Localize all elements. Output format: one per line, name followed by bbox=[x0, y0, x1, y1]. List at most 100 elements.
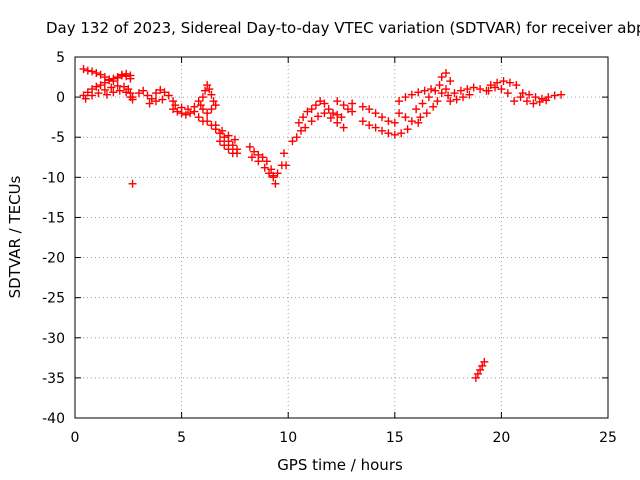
data-point bbox=[371, 109, 380, 118]
data-point bbox=[120, 82, 129, 91]
data-point bbox=[160, 88, 169, 97]
data-point bbox=[258, 153, 267, 162]
data-point bbox=[416, 113, 425, 122]
data-point bbox=[282, 161, 291, 170]
data-point bbox=[220, 141, 229, 150]
data-point bbox=[401, 93, 410, 102]
data-point bbox=[437, 89, 446, 98]
data-point bbox=[109, 74, 118, 83]
data-point bbox=[505, 78, 514, 87]
data-point bbox=[358, 117, 367, 126]
data-point bbox=[378, 126, 387, 135]
data-point bbox=[326, 113, 335, 122]
data-point bbox=[81, 94, 90, 103]
data-point bbox=[109, 88, 118, 97]
data-point bbox=[122, 88, 131, 97]
data-point bbox=[395, 109, 404, 118]
data-point bbox=[128, 179, 137, 188]
x-tick-label: 25 bbox=[599, 430, 617, 446]
data-point bbox=[190, 102, 199, 111]
data-point bbox=[203, 117, 212, 126]
data-point bbox=[205, 85, 214, 94]
x-tick-label: 20 bbox=[492, 430, 510, 446]
x-tick-label: 0 bbox=[71, 430, 80, 446]
data-point bbox=[516, 93, 525, 102]
data-point bbox=[230, 135, 239, 144]
data-point bbox=[194, 113, 203, 122]
data-point bbox=[171, 101, 180, 110]
data-point bbox=[320, 109, 329, 118]
data-point bbox=[169, 97, 178, 106]
data-point bbox=[529, 99, 538, 108]
data-point bbox=[414, 118, 423, 127]
data-point bbox=[480, 357, 489, 366]
data-point bbox=[348, 107, 357, 116]
data-point bbox=[201, 86, 210, 95]
data-point bbox=[267, 165, 276, 174]
data-point bbox=[459, 93, 468, 102]
data-point bbox=[292, 133, 301, 142]
data-point bbox=[220, 133, 229, 142]
grid bbox=[75, 57, 608, 418]
plot-frame bbox=[74, 56, 609, 419]
data-point bbox=[473, 369, 482, 378]
data-point bbox=[542, 96, 551, 105]
y-tick-label: -15 bbox=[42, 210, 65, 226]
y-tick-label: -40 bbox=[42, 411, 65, 427]
data-point bbox=[122, 69, 131, 78]
data-point bbox=[456, 86, 465, 95]
data-point bbox=[437, 73, 446, 82]
data-point bbox=[478, 361, 487, 370]
data-point bbox=[271, 179, 280, 188]
data-point bbox=[525, 90, 534, 99]
data-point bbox=[181, 110, 190, 119]
data-point bbox=[339, 101, 348, 110]
data-point bbox=[128, 95, 137, 104]
data-point bbox=[143, 91, 152, 100]
data-point bbox=[203, 109, 212, 118]
data-point bbox=[186, 109, 195, 118]
data-point bbox=[92, 82, 101, 91]
data-point bbox=[384, 129, 393, 138]
y-tick-label: -20 bbox=[42, 251, 65, 267]
data-point bbox=[83, 88, 92, 97]
data-point bbox=[320, 99, 329, 108]
data-point bbox=[196, 101, 205, 110]
data-point bbox=[471, 373, 480, 382]
data-point bbox=[378, 113, 387, 122]
data-point bbox=[301, 123, 310, 132]
data-point bbox=[465, 90, 474, 99]
y-tick-label: -10 bbox=[42, 170, 65, 186]
data-point bbox=[557, 90, 566, 99]
data-point bbox=[169, 105, 178, 114]
data-point bbox=[535, 97, 544, 106]
data-point bbox=[113, 81, 122, 90]
data-point bbox=[384, 117, 393, 126]
data-point bbox=[433, 97, 442, 106]
data-point bbox=[365, 121, 374, 130]
data-point bbox=[307, 117, 316, 126]
data-point bbox=[401, 113, 410, 122]
data-point bbox=[250, 147, 259, 156]
data-point bbox=[156, 85, 165, 94]
data-point bbox=[412, 105, 421, 114]
data-point bbox=[260, 163, 269, 172]
data-point bbox=[100, 85, 109, 94]
data-point bbox=[96, 81, 105, 90]
data-point bbox=[314, 112, 323, 121]
data-point bbox=[94, 89, 103, 98]
data-point bbox=[269, 171, 278, 180]
data-point bbox=[407, 90, 416, 99]
data-point bbox=[444, 91, 453, 100]
y-tick-label: -30 bbox=[42, 331, 65, 347]
data-point bbox=[296, 126, 305, 135]
data-point bbox=[147, 94, 156, 103]
data-point bbox=[262, 157, 271, 166]
x-tick-label: 15 bbox=[386, 430, 404, 446]
data-point bbox=[358, 102, 367, 111]
y-tick-label: -5 bbox=[51, 130, 65, 146]
data-point bbox=[245, 142, 254, 151]
data-point bbox=[183, 105, 192, 114]
x-axis-ticks: 0 5 10 15 20 25 bbox=[71, 57, 617, 446]
